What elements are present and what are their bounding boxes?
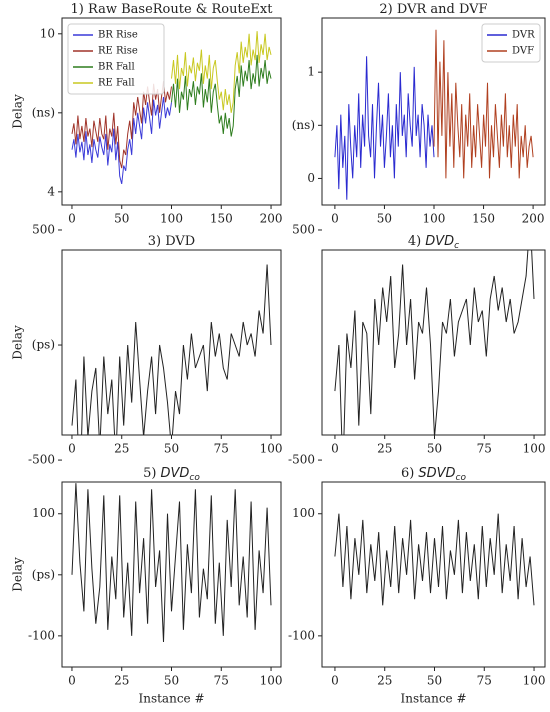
legend-label: BR Fall bbox=[98, 62, 135, 73]
x-tick-label: 200 bbox=[260, 212, 283, 226]
x-tick-label: 200 bbox=[522, 212, 545, 226]
x-tick-label: 75 bbox=[477, 674, 492, 688]
y-axis-label: Delay bbox=[11, 94, 25, 129]
x-tick-label: 50 bbox=[427, 442, 442, 456]
x-tick-label: 100 bbox=[423, 212, 446, 226]
x-tick-label: 150 bbox=[210, 212, 233, 226]
x-tick-label: 75 bbox=[214, 442, 229, 456]
chart-title: 2) DVR and DVF bbox=[379, 2, 487, 17]
data-line bbox=[71, 483, 272, 643]
x-tick-label: 75 bbox=[477, 442, 492, 456]
legend-label: DVF bbox=[512, 46, 534, 57]
chart-title: 3) DVD bbox=[148, 234, 195, 249]
y-tick-label: 1 bbox=[307, 65, 315, 79]
data-line bbox=[171, 31, 272, 113]
title-text: 1) Raw BaseRoute & RouteExt bbox=[71, 2, 274, 17]
data-line bbox=[433, 29, 534, 179]
chart-title: 4) DVDc bbox=[408, 234, 459, 251]
x-tick-label: 0 bbox=[68, 674, 76, 688]
legend-label: DVR bbox=[512, 30, 535, 41]
y-tick-label: -100 bbox=[288, 628, 315, 642]
y-tick-label: -500 bbox=[288, 453, 315, 467]
x-tick-label: 0 bbox=[68, 212, 76, 226]
data-line bbox=[71, 96, 172, 185]
x-axis-label: Instance # bbox=[138, 692, 204, 706]
x-tick-label: 100 bbox=[260, 442, 283, 456]
y-tick-label: -100 bbox=[28, 628, 55, 642]
y-tick-label: 10 bbox=[40, 26, 55, 40]
x-tick-label: 0 bbox=[331, 212, 339, 226]
x-tick-label: 25 bbox=[377, 442, 392, 456]
title-sub: c bbox=[454, 241, 459, 251]
y-axis-label: Delay bbox=[11, 557, 25, 592]
x-tick-label: 0 bbox=[331, 442, 339, 456]
legend-label: BR Rise bbox=[98, 30, 138, 41]
x-tick-label: 100 bbox=[160, 212, 183, 226]
x-tick-label: 50 bbox=[164, 442, 179, 456]
chart-title: 1) Raw BaseRoute & RouteExt bbox=[71, 2, 274, 17]
x-tick-label: 100 bbox=[523, 442, 546, 456]
title-text: 3) DVD bbox=[148, 234, 195, 249]
x-tick-label: 100 bbox=[260, 674, 283, 688]
y-axis-label: Delay bbox=[11, 325, 25, 360]
legend-label: RE Rise bbox=[98, 46, 138, 57]
title-italic: SDVD bbox=[418, 466, 455, 481]
y-tick-label: (ns) bbox=[32, 105, 55, 119]
title-italic: DVD bbox=[425, 234, 454, 249]
y-tick-label: (ps) bbox=[32, 338, 55, 352]
title-text: 2) DVR and DVF bbox=[379, 2, 487, 17]
x-axis-label: Instance # bbox=[400, 692, 466, 706]
panel: 0 25 50 75 100 -100 100 6) SDVDco Instance # bbox=[288, 466, 545, 706]
x-tick-label: 50 bbox=[164, 674, 179, 688]
y-tick-label: 4 bbox=[47, 184, 55, 198]
title-sub: co bbox=[189, 473, 200, 483]
y-tick-label: 100 bbox=[292, 506, 315, 520]
chart-title: 6) SDVDco bbox=[401, 466, 466, 483]
legend-box bbox=[67, 23, 165, 95]
title-text: 4) bbox=[408, 234, 421, 249]
x-tick-label: 50 bbox=[114, 212, 129, 226]
x-tick-label: 100 bbox=[523, 674, 546, 688]
y-tick-label: 0 bbox=[307, 171, 315, 185]
panel: 0 50 100 150 200 4 (ns) 10 1) Raw BaseRoute & Ro… bbox=[11, 2, 283, 226]
y-tick-label: -500 bbox=[28, 453, 55, 467]
axes-frame bbox=[321, 481, 546, 668]
title-sub: co bbox=[456, 473, 467, 483]
legend-label: RE Fall bbox=[98, 78, 135, 89]
x-tick-label: 50 bbox=[377, 212, 392, 226]
x-tick-label: 150 bbox=[472, 212, 495, 226]
y-tick-label: 100 bbox=[32, 506, 55, 520]
y-tick-label: (ns) bbox=[292, 118, 315, 132]
x-tick-label: 25 bbox=[377, 674, 392, 688]
x-tick-label: 0 bbox=[331, 674, 339, 688]
y-tick-label: 500 bbox=[292, 222, 315, 236]
x-tick-label: 25 bbox=[114, 674, 129, 688]
x-tick-label: 25 bbox=[114, 442, 129, 456]
title-text: 5) bbox=[143, 466, 156, 481]
panel: 0 25 50 75 100 -500 (ps) 500 3) DVD Delay bbox=[11, 222, 283, 467]
panel: 0 50 100 150 200 0 (ns) 1 2) DVR and DVF DVR DVF bbox=[292, 2, 546, 226]
data-line bbox=[334, 250, 535, 435]
axes-frame bbox=[321, 249, 546, 436]
legend: DVR DVF bbox=[481, 23, 541, 63]
title-italic: DVD bbox=[160, 466, 189, 481]
panel: 0 25 50 75 100 -500 500 4) DVDc bbox=[288, 222, 546, 467]
x-tick-label: 0 bbox=[68, 442, 76, 456]
x-tick-label: 75 bbox=[214, 674, 229, 688]
data-line bbox=[334, 513, 535, 606]
data-line bbox=[171, 54, 272, 137]
title-text: 6) bbox=[401, 466, 414, 481]
x-tick-label: 50 bbox=[427, 674, 442, 688]
data-line bbox=[71, 264, 272, 435]
y-tick-label: (ps) bbox=[32, 567, 55, 581]
data-line bbox=[334, 56, 435, 200]
legend: BR Rise RE Rise BR Fall RE Fall bbox=[67, 23, 165, 95]
legend-box bbox=[481, 23, 541, 63]
y-tick-label: 500 bbox=[32, 222, 55, 236]
chart-title: 5) DVDco bbox=[143, 466, 200, 483]
panel: 0 25 50 75 100 -100 (ps) 100 5) DVDco Delay Instanc… bbox=[11, 466, 283, 706]
